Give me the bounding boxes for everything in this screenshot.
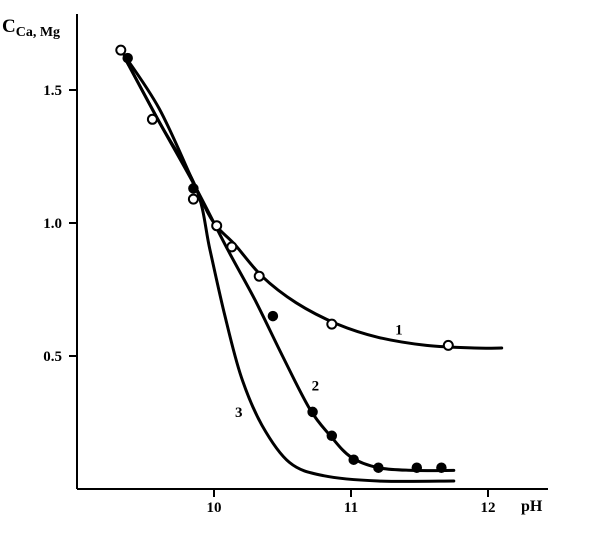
curve-labels: 1 2 3	[235, 323, 403, 422]
series-1-point	[146, 113, 158, 125]
series-1-curve	[119, 48, 504, 350]
series-2-point	[307, 406, 318, 418]
series-2-point	[373, 462, 384, 473]
series-1-point	[253, 270, 265, 282]
series-2-point	[411, 462, 423, 473]
series-3-label: 3	[235, 405, 243, 421]
y-tick-label: 1.0	[43, 216, 62, 232]
series-1-label: 1	[395, 323, 403, 339]
series-2-label: 2	[312, 379, 320, 395]
series-2-point	[348, 454, 359, 465]
x-tick-label: 10	[207, 500, 222, 516]
series-2-point	[188, 183, 199, 194]
svg-text:CCa, Mg: CCa, Mg	[2, 16, 60, 40]
series-1-point	[326, 318, 338, 330]
x-axis-title: pH	[521, 498, 543, 515]
series-2-point	[267, 310, 279, 322]
x-tick-label: 11	[344, 500, 358, 516]
x-tick-label: 12	[481, 500, 496, 516]
ticks: 10 11 120.51.01.5	[43, 83, 495, 516]
series-1-point	[115, 44, 127, 56]
series-2-point	[436, 462, 447, 473]
y-tick-label: 0.5	[43, 349, 62, 365]
series-3-curve	[123, 56, 456, 483]
y-axis-title: CCa, Mg	[2, 16, 60, 40]
series-2-point	[122, 52, 133, 64]
y-axis-title-main: C	[2, 16, 16, 37]
markers	[115, 44, 454, 473]
axes	[76, 14, 548, 490]
series-1-point	[226, 241, 238, 253]
series-1-point	[442, 339, 454, 351]
series-2-point	[326, 430, 338, 442]
y-axis-title-sub: Ca, Mg	[16, 25, 60, 40]
series-1-point	[211, 220, 223, 232]
series-2-curve	[123, 56, 456, 473]
y-tick-label: 1.5	[43, 83, 62, 99]
series-1-point	[187, 193, 199, 205]
